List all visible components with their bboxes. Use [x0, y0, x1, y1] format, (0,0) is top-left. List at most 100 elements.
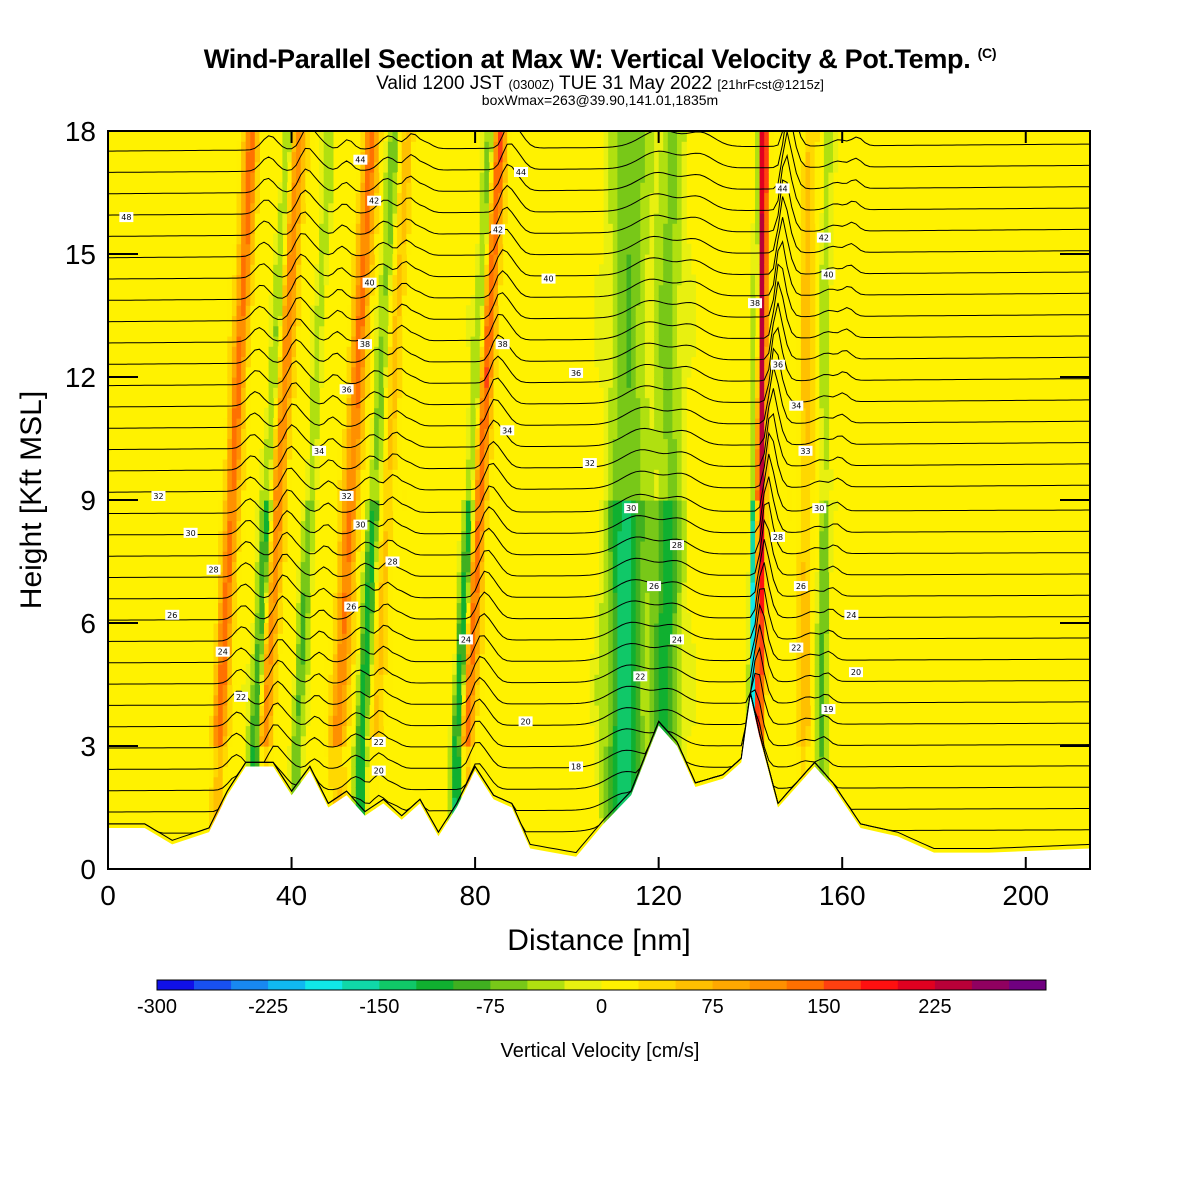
field-cell — [346, 336, 352, 347]
field-cell — [222, 715, 228, 727]
field-cell — [759, 582, 765, 593]
field-cell — [621, 541, 628, 552]
field-cell — [365, 571, 371, 583]
field-cell — [686, 243, 692, 255]
field-cell — [342, 746, 348, 757]
field-cell — [213, 776, 219, 788]
field-cell — [810, 633, 816, 645]
field-cell — [387, 325, 394, 337]
field-cell — [346, 325, 352, 337]
field-cell — [222, 520, 228, 532]
theta-label: 26 — [165, 609, 180, 620]
field-cell — [378, 254, 384, 265]
field-cell — [800, 735, 807, 747]
field-cell — [236, 264, 242, 276]
field-cell — [810, 182, 816, 194]
field-cell — [470, 766, 476, 778]
field-cell — [631, 438, 637, 450]
field-cell — [222, 653, 228, 665]
field-cell — [268, 325, 274, 337]
field-cell — [635, 633, 641, 645]
field-cell — [663, 325, 669, 337]
field-cell — [768, 172, 774, 183]
field-cell — [672, 295, 678, 306]
field-cell — [681, 715, 687, 727]
field-cell — [484, 141, 490, 153]
field-cell — [649, 213, 655, 224]
field-cell — [681, 151, 687, 163]
field-cell — [300, 746, 306, 757]
theta-label-text: 26 — [167, 611, 177, 620]
field-cell — [296, 653, 302, 665]
field-cell — [346, 428, 352, 440]
field-cell — [617, 346, 623, 358]
field-cell — [768, 192, 774, 204]
field-cell — [227, 305, 233, 317]
field-cell — [819, 746, 825, 757]
field-cell — [810, 213, 816, 224]
field-cell — [635, 387, 641, 399]
field-cell — [768, 684, 774, 696]
field-cell — [654, 530, 660, 542]
field-cell — [227, 694, 233, 706]
field-cell — [626, 192, 632, 204]
field-cell — [291, 705, 297, 716]
field-cell — [264, 623, 270, 634]
field-cell — [378, 161, 384, 173]
field-cell — [621, 131, 628, 142]
field-cell — [305, 592, 311, 604]
field-cell — [640, 561, 646, 573]
field-cell — [259, 592, 265, 604]
field-cell — [603, 520, 609, 532]
field-cell — [300, 161, 306, 173]
theta-label-text: 26 — [346, 603, 356, 612]
field-cell — [397, 336, 403, 347]
field-cell — [309, 346, 316, 358]
field-cell — [254, 254, 260, 265]
field-cell — [383, 705, 389, 716]
field-cell — [617, 643, 623, 655]
field-cell — [755, 366, 761, 378]
theta-contour — [108, 388, 1090, 451]
field-cell — [608, 356, 614, 368]
field-cell — [599, 817, 605, 829]
field-cell — [268, 336, 274, 347]
field-cell — [667, 725, 673, 737]
field-cell — [603, 469, 609, 481]
field-cell — [475, 428, 481, 440]
field-cell — [631, 387, 637, 399]
field-cell — [319, 356, 325, 368]
field-cell — [603, 571, 609, 583]
field-cell — [484, 254, 490, 265]
field-cell — [355, 664, 361, 675]
field-cell — [351, 336, 357, 347]
field-cell — [218, 633, 224, 645]
field-cell — [236, 500, 242, 511]
field-cell — [332, 571, 339, 583]
field-cell — [332, 735, 339, 747]
field-cell — [672, 397, 678, 409]
field-cell — [309, 561, 316, 573]
field-cell — [681, 397, 687, 409]
colorbar-swatch — [823, 980, 862, 990]
field-cell — [823, 571, 830, 583]
field-cell — [599, 592, 605, 604]
field-cell — [800, 161, 807, 173]
field-cell — [387, 377, 394, 388]
field-cell — [626, 387, 632, 399]
y-tick-label: 0 — [80, 854, 96, 885]
field-cell — [626, 684, 632, 696]
field-cell — [328, 161, 334, 173]
field-cell — [378, 612, 384, 624]
field-cell — [461, 602, 467, 614]
field-cell — [479, 172, 485, 183]
field-cell — [456, 653, 462, 665]
field-cell — [392, 387, 398, 399]
field-cell — [644, 131, 651, 142]
field-cell — [300, 172, 306, 183]
field-cell — [612, 213, 618, 224]
field-cell — [759, 233, 765, 245]
field-cell — [796, 325, 802, 337]
field-cell — [750, 387, 756, 399]
theta-label: 20 — [371, 765, 386, 776]
